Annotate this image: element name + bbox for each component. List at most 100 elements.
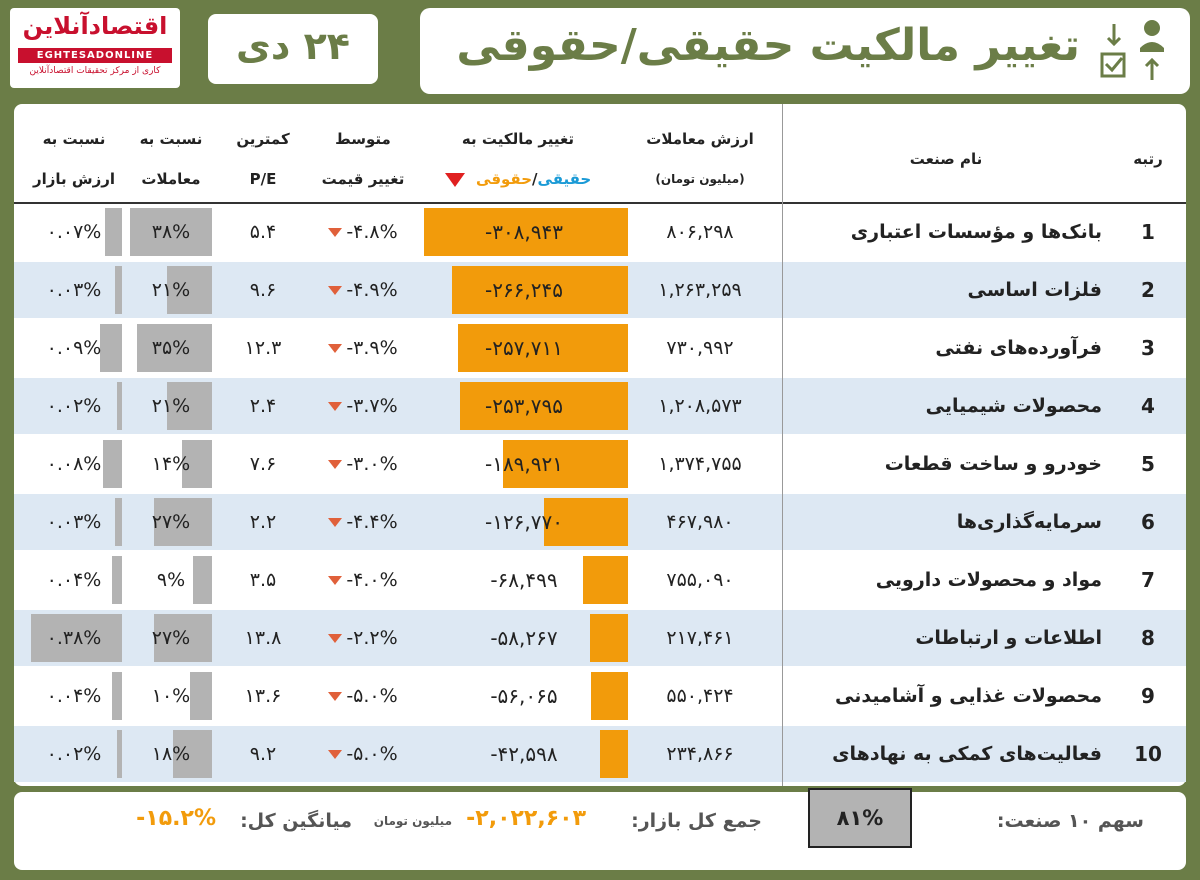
avg-price-change-value: -۴.۰%: [346, 569, 398, 591]
ownership-change-value: -۱۲۶,۷۷۰: [484, 510, 564, 534]
ownership-change-value: -۲۵۳,۷۹۵: [484, 394, 564, 418]
table-row: 10 فعالیت‌های کمکی به نهادهای مالی ۲۳۴,۸۶۶…: [14, 726, 1186, 821]
logo-sub-text: کاری از مرکز تحقیقات اقتصادآنلاین: [29, 66, 161, 76]
ownership-change-value: -۲۵۷,۷۱۱: [484, 336, 564, 360]
ratio-market-bar: [112, 556, 122, 604]
rank-cell: 1: [1141, 220, 1155, 244]
col-header-ratio-market: نسبت به ارزش بازار: [32, 130, 115, 188]
col-header-pe: کمترین P/E: [236, 130, 290, 188]
logo: اقتصادآنلاین EGHTESADONLINE کاری از مرکز…: [10, 8, 180, 88]
table-row: 1 بانک‌ها و مؤسسات اعتباری ۸۰۶,۲۹۸ -۳۰۸,۹۴۳…: [14, 204, 1186, 260]
ratio-trade-bar: [173, 730, 212, 778]
ratio-market-bar: [115, 498, 122, 546]
table-row: 9 محصولات غذایی و آشامیدنی ۵۵۰,۴۲۴ -۵۶,۰۶۵ -…: [14, 668, 1186, 724]
col-header-ratio-trade: نسبت به معاملات: [139, 130, 203, 188]
page-title: تغییر مالکیت حقیقی/حقوقی: [456, 20, 1080, 71]
table-row: 3 فرآورده‌های نفتی ۷۳۰,۹۹۲ -۲۵۷,۷۱۱ -۳.۹% ۱۲.…: [14, 320, 1186, 376]
avg-price-change-cell: -۴.۹%: [308, 262, 418, 318]
ownership-change-value: -۴۲,۵۹۸: [490, 742, 558, 766]
avg-price-change-value: -۴.۸%: [346, 221, 398, 243]
industry-name: فلزات اساسی: [967, 279, 1102, 301]
table-row: 8 اطلاعات و ارتباطات ۲۱۷,۴۶۱ -۵۸,۲۶۷ -۲.۲% ۱۳…: [14, 610, 1186, 666]
ownership-change-value: -۲۶۶,۲۴۵: [484, 278, 564, 302]
rank-cell: 2: [1141, 278, 1155, 302]
industry-name: مواد و محصولات دارویی: [875, 569, 1102, 591]
min-pe-cell: ۷.۶: [249, 453, 277, 475]
avg-price-change-cell: -۳.۹%: [308, 320, 418, 376]
down-arrow-icon: [328, 402, 343, 411]
date-text: ۲۴ دی: [236, 24, 350, 68]
ratio-market-cell: ۰.۳۸%: [46, 627, 102, 649]
avg-label: میانگین کل:: [240, 810, 352, 832]
avg-price-change-value: -۵.۰%: [346, 743, 398, 765]
total-value: -۲,۰۲۲,۶۰۳: [466, 806, 586, 831]
rank-cell: 4: [1141, 394, 1155, 418]
ratio-market-cell: ۰.۰۸%: [46, 453, 102, 475]
rank-cell: 6: [1141, 510, 1155, 534]
min-pe-cell: ۳.۵: [249, 569, 277, 591]
ratio-market-bar: [115, 266, 122, 314]
total-label: جمع کل بازار:: [631, 810, 762, 832]
ratio-market-cell: ۰.۰۲%: [46, 743, 102, 765]
column-divider: [782, 104, 783, 786]
industry-name: فعالیت‌های کمکی به نهادهای مالی: [832, 743, 1102, 821]
ownership-change-value: -۵۶,۰۶۵: [490, 684, 558, 708]
ratio-trade-bar: [167, 266, 212, 314]
ratio-trade-cell: ۲۷%: [151, 511, 191, 533]
trade-value-cell: ۱,۳۷۴,۷۵۵: [658, 453, 742, 475]
ownership-change-bar: [583, 556, 628, 604]
ownership-change-bar: [452, 266, 628, 314]
ratio-market-bar: [117, 730, 122, 778]
ratio-market-bar: [31, 614, 122, 662]
ownership-change-bar: [590, 614, 628, 662]
ownership-transfer-icon: [1100, 20, 1164, 80]
ratio-trade-bar: [154, 614, 212, 662]
avg-price-change-value: -۴.۹%: [346, 279, 398, 301]
share-label: سهم ۱۰ صنعت:: [996, 810, 1144, 832]
ratio-trade-cell: ۲۱%: [151, 279, 191, 301]
ownership-change-bar: [600, 730, 628, 778]
rank-cell: 7: [1141, 568, 1155, 592]
col-header-ownership-change: تغییر مالکیت به حقیقی/حقوقی: [418, 104, 618, 204]
ownership-change-value: -۵۸,۲۶۷: [490, 626, 558, 650]
avg-price-change-cell: -۳.۷%: [308, 378, 418, 434]
trade-value-cell: ۵۵۰,۴۲۴: [666, 685, 734, 707]
ratio-trade-bar: [137, 324, 212, 372]
table-row: 5 خودرو و ساخت قطعات ۱,۳۷۴,۷۵۵ -۱۸۹,۹۲۱ -۳.۰…: [14, 436, 1186, 492]
ratio-market-cell: ۰.۰۳%: [46, 511, 102, 533]
min-pe-cell: ۲.۲: [249, 511, 277, 533]
down-arrow-icon: [328, 518, 343, 527]
ratio-market-bar: [103, 440, 122, 488]
industry-name: محصولات غذایی و آشامیدنی: [835, 685, 1102, 707]
date-badge: ۲۴ دی: [208, 14, 378, 84]
rank-cell: 8: [1141, 626, 1155, 650]
avg-price-change-cell: -۳.۰%: [308, 436, 418, 492]
ratio-trade-cell: ۲۷%: [151, 627, 191, 649]
ratio-trade-bar: [167, 382, 212, 430]
ratio-market-cell: ۰.۰۴%: [46, 569, 102, 591]
col-header-avg-price: متوسط تغییر قیمت: [321, 130, 405, 188]
col-header-industry: نام صنعت: [909, 150, 983, 168]
table-row: 4 محصولات شیمیایی ۱,۲۰۸,۵۷۳ -۲۵۳,۷۹۵ -۳.۷% ۲.…: [14, 378, 1186, 434]
down-arrow-icon: [328, 576, 343, 585]
ratio-trade-cell: ۱۰%: [151, 685, 191, 707]
ratio-market-bar: [112, 672, 122, 720]
ownership-change-bar: [503, 440, 628, 488]
min-pe-cell: ۹.۲: [249, 743, 277, 765]
industry-name: سرمایه‌گذاری‌ها: [956, 511, 1102, 533]
ratio-trade-bar: [182, 440, 212, 488]
table-row: 6 سرمایه‌گذاری‌ها ۴۶۷,۹۸۰ -۱۲۶,۷۷۰ -۴.۴% ۲.۲ ۲…: [14, 494, 1186, 550]
legend-real: حقیقی: [537, 170, 592, 188]
ownership-change-bar: [544, 498, 628, 546]
ownership-change-bar: [460, 382, 628, 430]
rank-cell: 9: [1141, 684, 1155, 708]
ownership-change-value: -۶۸,۴۹۹: [490, 568, 558, 592]
ratio-market-cell: ۰.۰۹%: [46, 337, 102, 359]
ownership-change-value: -۱۸۹,۹۲۱: [484, 452, 564, 476]
avg-price-change-value: -۳.۹%: [346, 337, 398, 359]
trade-value-cell: ۲۳۴,۸۶۶: [666, 743, 734, 765]
summary-footer: سهم ۱۰ صنعت: ۸۱% جمع کل بازار: -۲,۰۲۲,۶۰…: [14, 788, 1186, 870]
header: اقتصادآنلاین EGHTESADONLINE کاری از مرکز…: [0, 0, 1200, 100]
avg-price-change-value: -۳.۰%: [346, 453, 398, 475]
trade-value-cell: ۷۳۰,۹۹۲: [666, 337, 734, 359]
